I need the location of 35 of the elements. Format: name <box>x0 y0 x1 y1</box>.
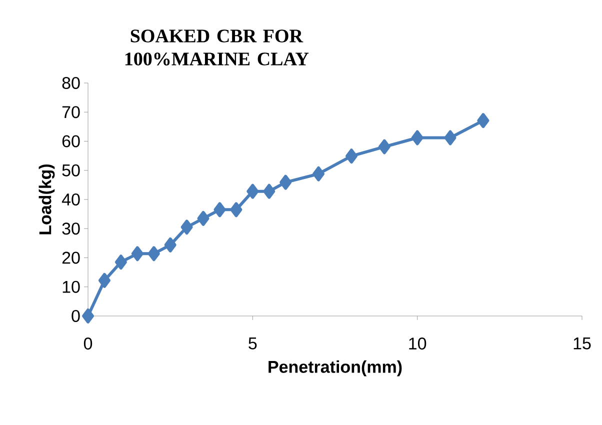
y-axis-title: Load(kg) <box>38 164 55 234</box>
y-tick-label: 10 <box>62 280 80 293</box>
point <box>312 166 325 182</box>
x-tick-label: 10 <box>409 338 426 350</box>
point <box>82 308 94 324</box>
y-tick-label: 30 <box>62 222 80 235</box>
point <box>197 210 210 226</box>
point <box>114 254 127 270</box>
point <box>164 237 176 252</box>
x-axis-title: Penetration(mm) <box>268 360 402 376</box>
y-tick-label: 60 <box>62 135 80 148</box>
point <box>98 272 110 288</box>
y-tick-label: 40 <box>62 193 80 206</box>
chart-title: SOAKED CBR FOR 100%MARINE CLAY <box>125 30 309 66</box>
point <box>477 113 490 128</box>
x-tick-label: 5 <box>248 338 257 350</box>
point <box>148 246 160 262</box>
point <box>214 202 226 218</box>
point <box>444 130 456 146</box>
point <box>131 246 144 262</box>
point <box>378 139 390 154</box>
y-tick-label: 80 <box>62 76 80 90</box>
x-tick-label: 15 <box>574 338 591 350</box>
x-tick-label: 0 <box>84 338 92 350</box>
point <box>246 184 259 199</box>
y-tick-label: 20 <box>62 252 80 264</box>
point <box>280 174 292 190</box>
y-tick-label: 70 <box>62 106 80 118</box>
point <box>180 220 193 235</box>
point <box>263 184 276 199</box>
y-tick-label: 0 <box>72 310 80 322</box>
point <box>230 202 242 218</box>
point <box>411 130 424 146</box>
point <box>345 148 358 164</box>
y-tick-label: 50 <box>62 164 80 176</box>
